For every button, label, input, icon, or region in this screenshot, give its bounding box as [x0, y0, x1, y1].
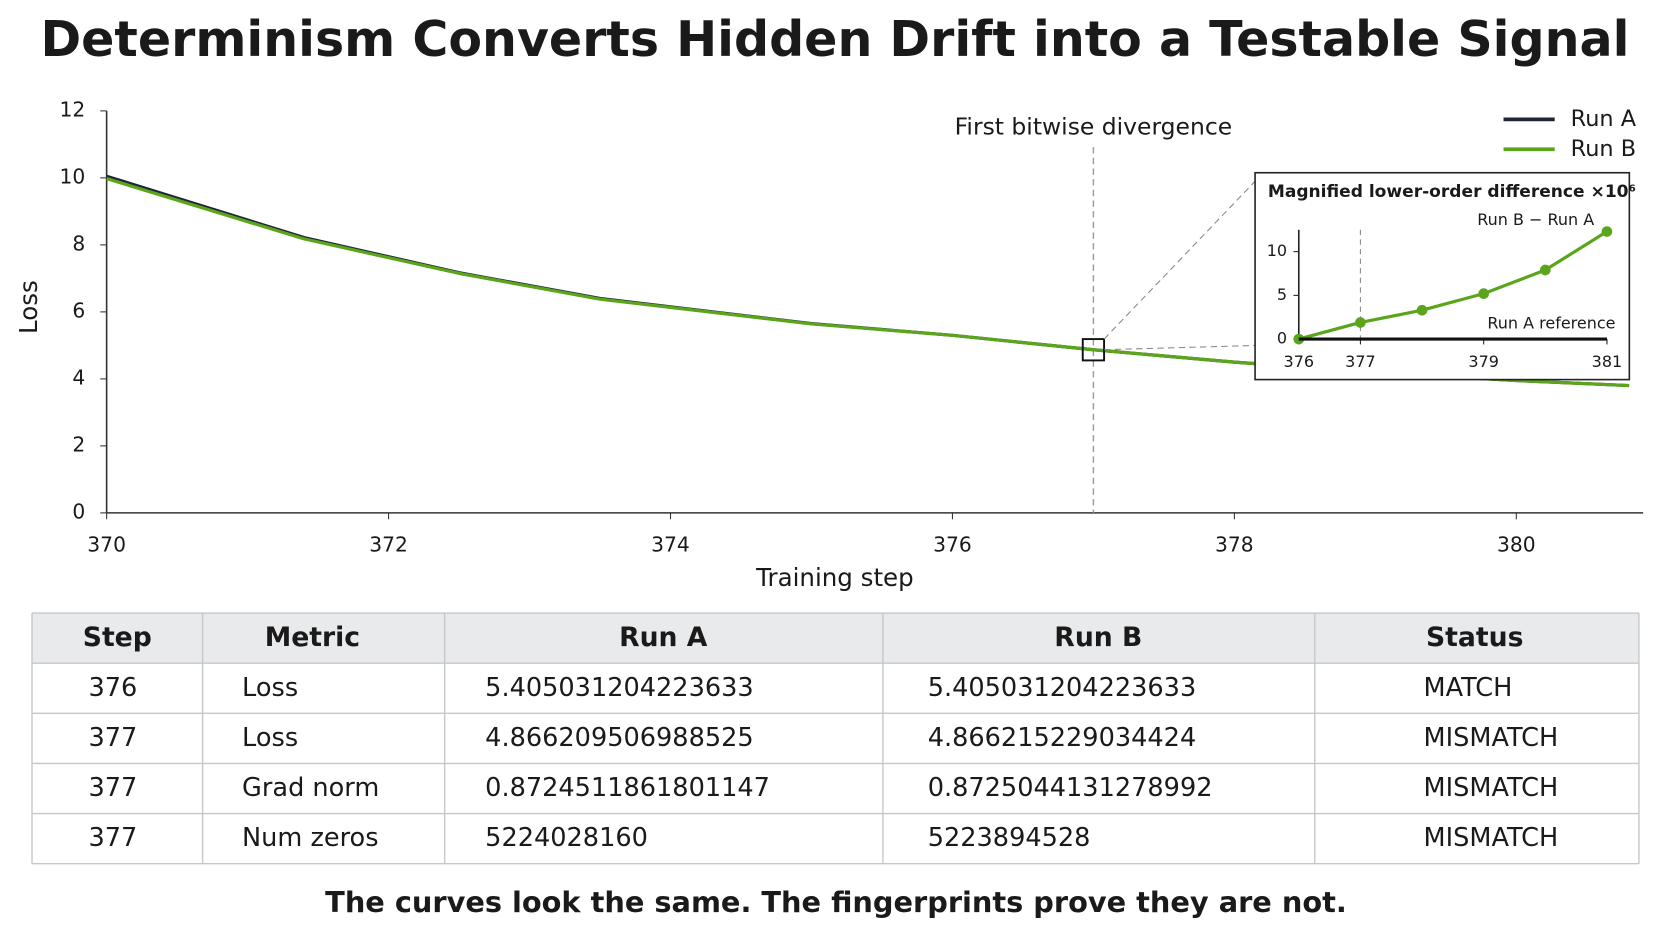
point [1601, 226, 1613, 237]
table-cell: Num zeros [242, 823, 378, 853]
series-line [1298, 230, 1608, 341]
point [1478, 288, 1490, 299]
x-tick-label: 376 [933, 532, 972, 556]
table-cell: 5.405031204223633 [928, 673, 1197, 703]
point [1293, 333, 1305, 345]
y-tick-label: 4 [72, 365, 85, 389]
table-cell: Loss [242, 723, 298, 753]
table-cell: 5223894528 [928, 823, 1091, 853]
table-cell: Loss [242, 673, 298, 703]
table-cell: 377 [89, 823, 138, 853]
x-tick-label: 378 [1215, 532, 1254, 556]
inset-title: Magnified lower-order difference ×10⁶ [1268, 182, 1636, 202]
inset-x-tick-label: 381 [1592, 352, 1623, 371]
x-axis-label: Training step [755, 563, 914, 592]
inset-y-tick-label: 10 [1267, 241, 1287, 260]
status-cell: MISMATCH [1424, 723, 1559, 753]
legend-label: Run A [1571, 106, 1637, 132]
table-cell: 0.8724511861801147 [485, 773, 770, 803]
y-tick-label: 10 [60, 164, 86, 188]
inset-series-label: Run B − Run A [1477, 210, 1594, 229]
inset-frame [1254, 171, 1631, 381]
inset-series-label: Run A reference [1487, 314, 1615, 333]
inset-y-tick-label: 0 [1277, 329, 1287, 348]
table-header: Run B [1054, 622, 1142, 653]
inset-y-tick-label: 5 [1277, 285, 1287, 304]
y-tick-label: 2 [72, 432, 85, 456]
y-tick-label: 12 [60, 97, 86, 121]
x-tick-label: 370 [87, 532, 126, 556]
table-cell: 4.866215229034424 [928, 723, 1197, 753]
legend-label: Run B [1571, 136, 1636, 162]
point [1355, 317, 1366, 328]
y-tick-label: 6 [72, 298, 85, 322]
table-cell: 0.8725044131278992 [928, 773, 1213, 803]
zoom-connector [1104, 344, 1256, 351]
table-cell: 5224028160 [485, 823, 648, 853]
table-cell: 5.405031204223633 [485, 673, 754, 703]
x-tick-label: 380 [1497, 532, 1536, 556]
y-tick-label: 8 [72, 231, 85, 255]
table-cell: 4.866209506988525 [485, 723, 754, 753]
table-header: Metric [265, 622, 360, 653]
point [1416, 304, 1428, 316]
y-tick-label: 0 [72, 499, 85, 523]
table-cell: 377 [89, 773, 138, 803]
table-header: Run A [619, 622, 708, 653]
status-cell: MATCH [1424, 673, 1513, 703]
chart-title: Determinism Converts Hidden Drift into a… [40, 10, 1629, 68]
status-cell: MISMATCH [1424, 773, 1559, 803]
inset-x-tick-label: 376 [1284, 352, 1315, 371]
y-axis-label: Loss [14, 280, 43, 334]
x-tick-label: 372 [369, 532, 408, 556]
status-cell: MISMATCH [1424, 823, 1559, 853]
table-cell: 376 [89, 673, 138, 703]
point [1539, 264, 1551, 276]
inset-x-tick-label: 379 [1468, 352, 1499, 371]
zoom-connector [1103, 180, 1256, 340]
annotation: First bitwise divergence [955, 112, 1232, 140]
caption: The curves look the same. The fingerprin… [325, 885, 1347, 919]
inset-x-tick-label: 377 [1345, 352, 1376, 371]
table-cell: Grad norm [242, 773, 379, 803]
table-cell: 377 [89, 723, 138, 753]
table-header-bg [31, 613, 1639, 664]
x-tick-label: 374 [651, 532, 690, 556]
table-header: Step [83, 622, 152, 653]
table-header: Status [1426, 622, 1523, 653]
